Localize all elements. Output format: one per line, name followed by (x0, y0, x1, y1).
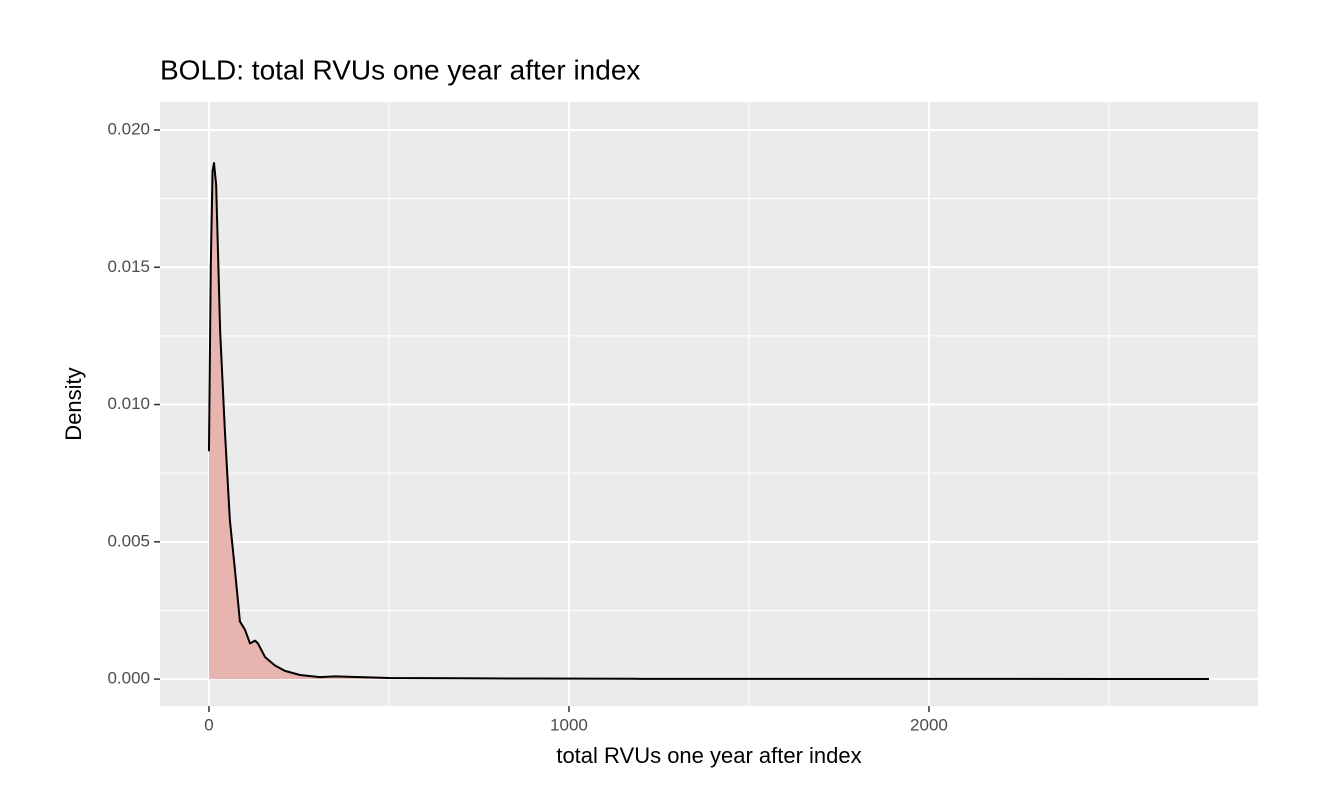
x-tick-label: 0 (204, 715, 213, 734)
marks (207, 161, 1210, 680)
y-tick-label: 0.010 (107, 394, 150, 413)
y-tick-label: 0.000 (107, 669, 150, 688)
y-tick-label: 0.015 (107, 257, 150, 276)
y-tick-label: 0.005 (107, 531, 150, 550)
y-axis-label: Density (61, 367, 86, 440)
density-line (207, 161, 1210, 680)
chart-title: BOLD: total RVUs one year after index (160, 54, 640, 85)
x-tick-label: 2000 (910, 715, 948, 734)
x-tick-label: 1000 (550, 715, 588, 734)
y-tick-label: 0.020 (107, 119, 150, 138)
x-axis-label: total RVUs one year after index (556, 743, 861, 768)
